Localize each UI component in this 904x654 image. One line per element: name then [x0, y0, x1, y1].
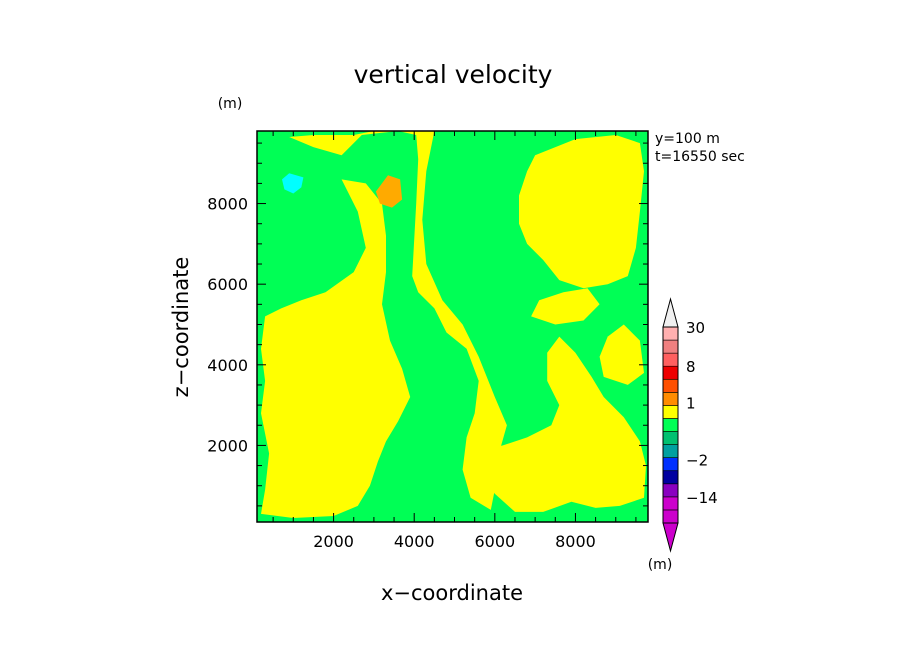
- plot-frame: [256, 130, 649, 523]
- y-tick-label: 6000: [207, 275, 248, 294]
- x-axis-label: x−coordinate: [381, 581, 523, 605]
- colorbar-label: −2: [686, 452, 708, 470]
- contour-region-positive-weak-2: [261, 179, 411, 518]
- colorbar: 30 8 1 −2 −14: [662, 297, 718, 553]
- plot-area: 2000 4000 6000 8000 2000 4000 6000 8000: [207, 130, 649, 551]
- y-tick-label: 8000: [207, 195, 248, 214]
- colorbar-band: [662, 378, 679, 393]
- colorbar-extend-high: [662, 297, 679, 328]
- colorbar-frame: [662, 326, 679, 524]
- colorbar-band: [662, 431, 679, 445]
- colorbar-band: [662, 509, 679, 524]
- x-tick-label: 8000: [555, 532, 596, 551]
- contour-region-positive-weak-4: [474, 336, 646, 512]
- colorbar-band: [662, 418, 679, 432]
- contour-region-positive-weak-5: [531, 288, 600, 325]
- colorbar-label: 30: [686, 319, 705, 337]
- colorbar-band: [662, 457, 679, 472]
- colorbar-band: [662, 496, 679, 511]
- y-axis-label: z−coordinate: [169, 257, 193, 398]
- contour-region-positive-moderate-7: [375, 175, 403, 208]
- y-tick-label: 4000: [207, 356, 248, 375]
- colorbar-band: [662, 365, 679, 380]
- annotation-line-1: y=100 m: [655, 131, 720, 147]
- y-unit-label: (m): [218, 96, 243, 112]
- y-tick-label: 2000: [207, 436, 248, 455]
- annotation-line-2: t=16550 sec: [655, 149, 745, 165]
- colorbar-label: −14: [686, 489, 718, 507]
- colorbar-band: [662, 339, 679, 354]
- colorbar-label: 1: [686, 394, 696, 412]
- colorbar-band: [662, 405, 679, 419]
- colorbar-band: [662, 470, 679, 485]
- x-tick-label: 4000: [394, 532, 435, 551]
- x-tick-label: 6000: [474, 532, 515, 551]
- contour-region-positive-weak-3: [519, 135, 644, 289]
- colorbar-extend-low: [662, 522, 679, 553]
- colorbar-band: [662, 392, 679, 406]
- contour-region-negative-weak-8: [282, 173, 304, 194]
- contour-region-positive-weak-6: [599, 324, 644, 385]
- colorbar-unit-label: (m): [648, 557, 673, 573]
- colorbar-band: [662, 352, 679, 367]
- colorbar-band: [662, 444, 679, 458]
- chart-title: vertical velocity: [354, 60, 553, 89]
- colorbar-band: [662, 483, 679, 498]
- colorbar-band: [662, 326, 679, 341]
- x-tick-label: 2000: [313, 532, 354, 551]
- colorbar-label: 8: [686, 358, 696, 376]
